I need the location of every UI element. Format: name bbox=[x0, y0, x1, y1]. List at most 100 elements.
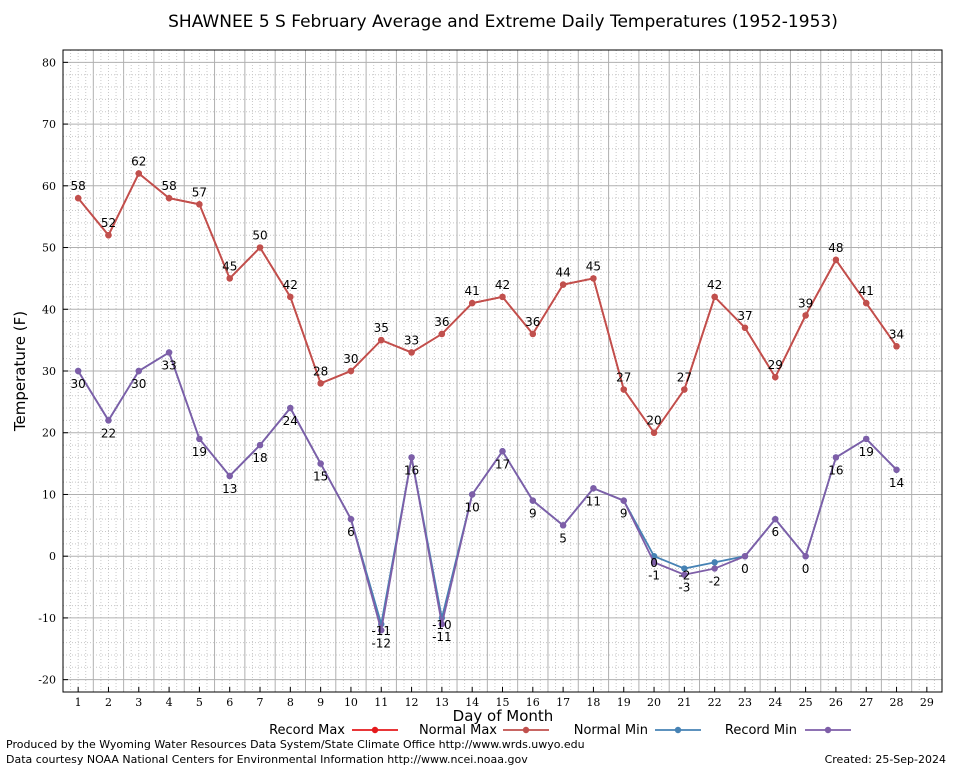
record-min-point bbox=[196, 435, 203, 443]
min-data-label: 14 bbox=[889, 476, 904, 490]
record-min-point bbox=[650, 559, 658, 566]
max-data-label: 34 bbox=[889, 327, 904, 341]
normal-max-point bbox=[347, 367, 355, 375]
normal-max-point bbox=[681, 386, 688, 393]
y-tick-label: 0 bbox=[49, 550, 56, 563]
normal-max-point bbox=[196, 201, 203, 208]
record-min-point bbox=[620, 497, 627, 504]
y-tick-label: 30 bbox=[42, 365, 56, 378]
x-tick-label: 20 bbox=[647, 696, 661, 709]
record-min-point bbox=[438, 620, 446, 628]
x-tick-label: 12 bbox=[405, 696, 419, 709]
y-tick-label: 10 bbox=[42, 488, 56, 501]
max-data-label: 48 bbox=[828, 241, 843, 255]
max-data-label: 30 bbox=[343, 352, 358, 366]
y-tick-label: -10 bbox=[38, 612, 56, 625]
min-data-label: 19 bbox=[192, 445, 207, 459]
normal-max-point bbox=[438, 330, 446, 338]
min-data-label: -2 bbox=[709, 575, 721, 589]
x-tick-label: 7 bbox=[257, 696, 264, 709]
y-tick-label: 60 bbox=[42, 180, 56, 193]
normal-min-data-label: -10 bbox=[432, 618, 452, 632]
y-tick-label: 50 bbox=[42, 242, 56, 255]
normal-max-point bbox=[378, 336, 385, 344]
record-min-point bbox=[468, 491, 476, 498]
record-min-point bbox=[529, 497, 537, 504]
min-data-label: -12 bbox=[371, 636, 391, 650]
normal-max-point bbox=[529, 330, 537, 338]
record-min-line bbox=[77, 351, 898, 631]
x-tick-label: 3 bbox=[135, 696, 142, 709]
normal-max-point bbox=[287, 293, 294, 301]
record-min-point bbox=[105, 417, 112, 424]
record-min-point bbox=[135, 367, 142, 375]
max-data-label: 39 bbox=[798, 296, 813, 310]
x-tick-label: 28 bbox=[890, 696, 904, 709]
legend-normal-max-marker bbox=[522, 726, 530, 734]
x-tick-label: 26 bbox=[829, 696, 843, 709]
record-min-point bbox=[226, 472, 233, 480]
record-min-point bbox=[378, 627, 385, 634]
max-data-label: 52 bbox=[101, 216, 116, 230]
legend-normal-min-label: Normal Min bbox=[574, 723, 648, 738]
footer-created: Created: 25-Sep-2024 bbox=[825, 753, 946, 766]
footer-producer: Produced by the Wyoming Water Resources … bbox=[6, 738, 585, 751]
min-data-label: 30 bbox=[131, 377, 146, 391]
min-data-label: 0 bbox=[802, 562, 810, 576]
min-data-label: 13 bbox=[222, 482, 237, 496]
min-data-label: 22 bbox=[101, 426, 116, 440]
record-min-point bbox=[741, 552, 749, 560]
normal-max-point bbox=[711, 293, 718, 301]
min-data-label: 16 bbox=[404, 463, 419, 477]
normal-min-data-label: -2 bbox=[678, 569, 690, 583]
max-data-label: 42 bbox=[495, 278, 510, 292]
x-tick-label: 16 bbox=[526, 696, 540, 709]
max-data-label: 45 bbox=[586, 259, 601, 273]
min-data-label: -11 bbox=[432, 630, 452, 644]
legend-record-max-label: Record Max bbox=[269, 723, 345, 738]
legend: Record Max Normal Max Normal Min Record Min bbox=[269, 723, 851, 738]
record-min-point bbox=[893, 466, 900, 473]
series bbox=[74, 170, 900, 634]
normal-max-point bbox=[559, 281, 567, 288]
normal-max-point bbox=[499, 293, 506, 301]
max-data-label: 33 bbox=[404, 333, 419, 347]
x-tick-label: 6 bbox=[226, 696, 233, 709]
normal-max-point bbox=[772, 373, 779, 381]
y-tick-label: 40 bbox=[42, 303, 56, 316]
x-tick-label: 24 bbox=[768, 696, 782, 709]
min-data-label: 17 bbox=[495, 457, 510, 471]
record-min-point bbox=[317, 460, 324, 467]
record-min-point bbox=[408, 454, 415, 461]
max-data-label: 57 bbox=[192, 185, 207, 199]
max-data-label: 37 bbox=[737, 309, 752, 323]
x-tick-label: 8 bbox=[287, 696, 294, 709]
normal-max-point bbox=[408, 349, 415, 356]
normal-max-point bbox=[468, 299, 476, 307]
max-data-label: 35 bbox=[374, 321, 389, 335]
x-tick-label: 4 bbox=[166, 696, 173, 709]
min-data-label: 6 bbox=[771, 525, 779, 539]
max-data-label: 50 bbox=[252, 229, 267, 243]
normal-max-point bbox=[105, 231, 112, 239]
min-data-label: 11 bbox=[586, 494, 601, 508]
x-tick-label: 11 bbox=[374, 696, 388, 709]
x-tick-label: 14 bbox=[465, 696, 479, 709]
x-tick-label: 19 bbox=[617, 696, 631, 709]
min-data-label: -3 bbox=[678, 581, 690, 595]
record-min-point bbox=[256, 441, 264, 449]
grid bbox=[63, 49, 943, 693]
x-tick-label: 17 bbox=[556, 696, 570, 709]
max-data-label: 62 bbox=[131, 154, 146, 168]
x-tick-label: 23 bbox=[738, 696, 752, 709]
normal-max-point bbox=[620, 386, 627, 393]
x-tick-label: 9 bbox=[317, 696, 324, 709]
max-data-label: 45 bbox=[222, 259, 237, 273]
max-data-label: 41 bbox=[859, 284, 874, 298]
max-data-label: 41 bbox=[465, 284, 480, 298]
min-data-label: 9 bbox=[620, 507, 628, 521]
x-tick-label: 15 bbox=[496, 696, 510, 709]
y-axis-label: Temperature (F) bbox=[11, 311, 29, 432]
max-data-label: 58 bbox=[161, 179, 176, 193]
x-tick-label: 1 bbox=[75, 696, 82, 709]
